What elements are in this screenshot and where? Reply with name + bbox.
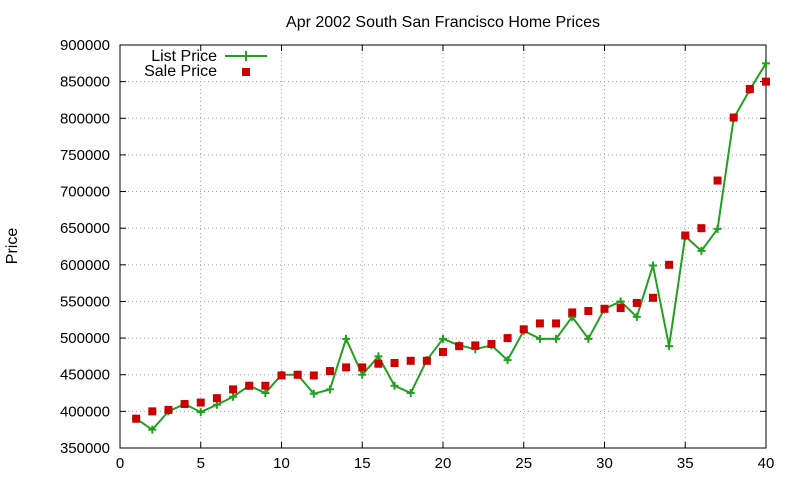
sale-price-point — [600, 304, 609, 313]
legend: List Price Sale Price — [144, 48, 267, 80]
list-price-point — [552, 334, 561, 343]
sale-price-point — [648, 293, 657, 302]
sale-price-point — [132, 414, 141, 423]
x-tick-label: 35 — [677, 455, 694, 472]
sale-price-point — [503, 334, 512, 343]
list-price-point — [648, 261, 657, 270]
sale-price-point — [390, 359, 399, 368]
sale-price-point — [632, 298, 641, 307]
x-tick-label: 20 — [435, 455, 452, 472]
sale-price-point — [616, 304, 625, 313]
sale-price-point — [519, 325, 528, 334]
list-price-point — [665, 342, 674, 351]
x-tick-label: 0 — [116, 455, 124, 472]
list-price-point — [229, 392, 238, 401]
y-tick-label: 400000 — [60, 403, 110, 420]
sale-price-point — [261, 381, 270, 390]
y-tick-label: 700000 — [60, 184, 110, 201]
sale-price-point — [277, 371, 286, 380]
y-tick-label: 350000 — [60, 440, 110, 457]
list-price-point — [342, 334, 351, 343]
y-tick-label: 550000 — [60, 293, 110, 310]
list-price-point — [374, 352, 383, 361]
sale-price-point — [325, 367, 334, 376]
y-tick-label: 750000 — [60, 147, 110, 164]
sale-price-point — [697, 224, 706, 233]
series-layer — [132, 59, 770, 434]
list-price-point — [584, 334, 593, 343]
sale-price-point — [148, 407, 157, 416]
list-price-point — [358, 370, 367, 379]
y-tick-label: 450000 — [60, 367, 110, 384]
list-price-point — [261, 389, 270, 398]
sale-price-point — [713, 176, 722, 185]
sale-price-point — [568, 308, 577, 317]
series-line-list-price — [135, 62, 767, 431]
chart-title: Apr 2002 South San Francisco Home Prices — [286, 14, 600, 31]
list-price-point — [439, 334, 447, 343]
legend-label-list-price: List Price — [151, 48, 217, 65]
y-tick-label: 500000 — [60, 330, 110, 347]
sale-price-point — [406, 356, 415, 365]
list-price-point — [309, 389, 318, 398]
sale-price-point — [745, 84, 754, 93]
list-price-point — [632, 312, 641, 321]
list-price-point — [535, 334, 544, 343]
sale-price-point — [487, 339, 496, 348]
list-price-point — [713, 224, 722, 233]
sale-price-point — [439, 348, 447, 357]
x-tick-label: 30 — [596, 455, 613, 472]
sale-price-point — [245, 381, 254, 390]
sale-price-point — [212, 394, 221, 403]
list-price-point — [148, 425, 157, 434]
y-axis-label: Price — [4, 228, 21, 265]
sale-price-point — [471, 341, 480, 350]
sale-price-point — [196, 398, 205, 407]
y-tick-label: 650000 — [60, 220, 110, 237]
sale-price-point — [180, 400, 189, 409]
list-price-point — [503, 356, 512, 365]
sale-price-point — [164, 405, 173, 414]
sale-price-point — [342, 363, 351, 372]
sale-price-point — [422, 356, 431, 365]
sale-price-point — [535, 319, 544, 328]
y-tick-label: 850000 — [60, 74, 110, 91]
sale-price-point — [229, 385, 238, 394]
x-tick-label: 15 — [354, 455, 371, 472]
list-price-point — [762, 59, 770, 68]
x-tick-label: 10 — [273, 455, 290, 472]
sale-price-point — [358, 363, 367, 372]
list-price-point — [697, 246, 706, 255]
sale-price-point — [374, 359, 383, 368]
legend-marker-list-price — [241, 51, 251, 61]
list-price-point — [196, 408, 205, 417]
sale-price-point — [729, 113, 738, 122]
x-tick-label: 40 — [758, 455, 775, 472]
sale-price-point — [681, 231, 690, 240]
sale-price-point — [293, 370, 302, 379]
y-tick-label: 900000 — [60, 37, 110, 54]
list-price-point — [325, 385, 334, 394]
sale-price-point — [584, 306, 593, 315]
sale-price-point — [309, 371, 318, 380]
sale-price-point — [762, 77, 770, 86]
sale-price-point — [552, 319, 561, 328]
axis-ticks: 0 5 10 15 20 25 30 35 40 350000 400000 450000 500000… — [60, 37, 774, 472]
y-tick-label: 600000 — [60, 257, 110, 274]
sale-price-point — [665, 260, 674, 269]
legend-label-sale-price: Sale Price — [144, 63, 217, 80]
y-tick-label: 800000 — [60, 110, 110, 127]
sale-price-point — [455, 342, 464, 351]
list-price-point — [406, 389, 415, 398]
x-tick-label: 5 — [197, 455, 205, 472]
grid — [120, 45, 766, 448]
list-price-point — [390, 381, 399, 390]
x-tick-label: 25 — [515, 455, 532, 472]
legend-marker-sale-price — [242, 68, 250, 76]
